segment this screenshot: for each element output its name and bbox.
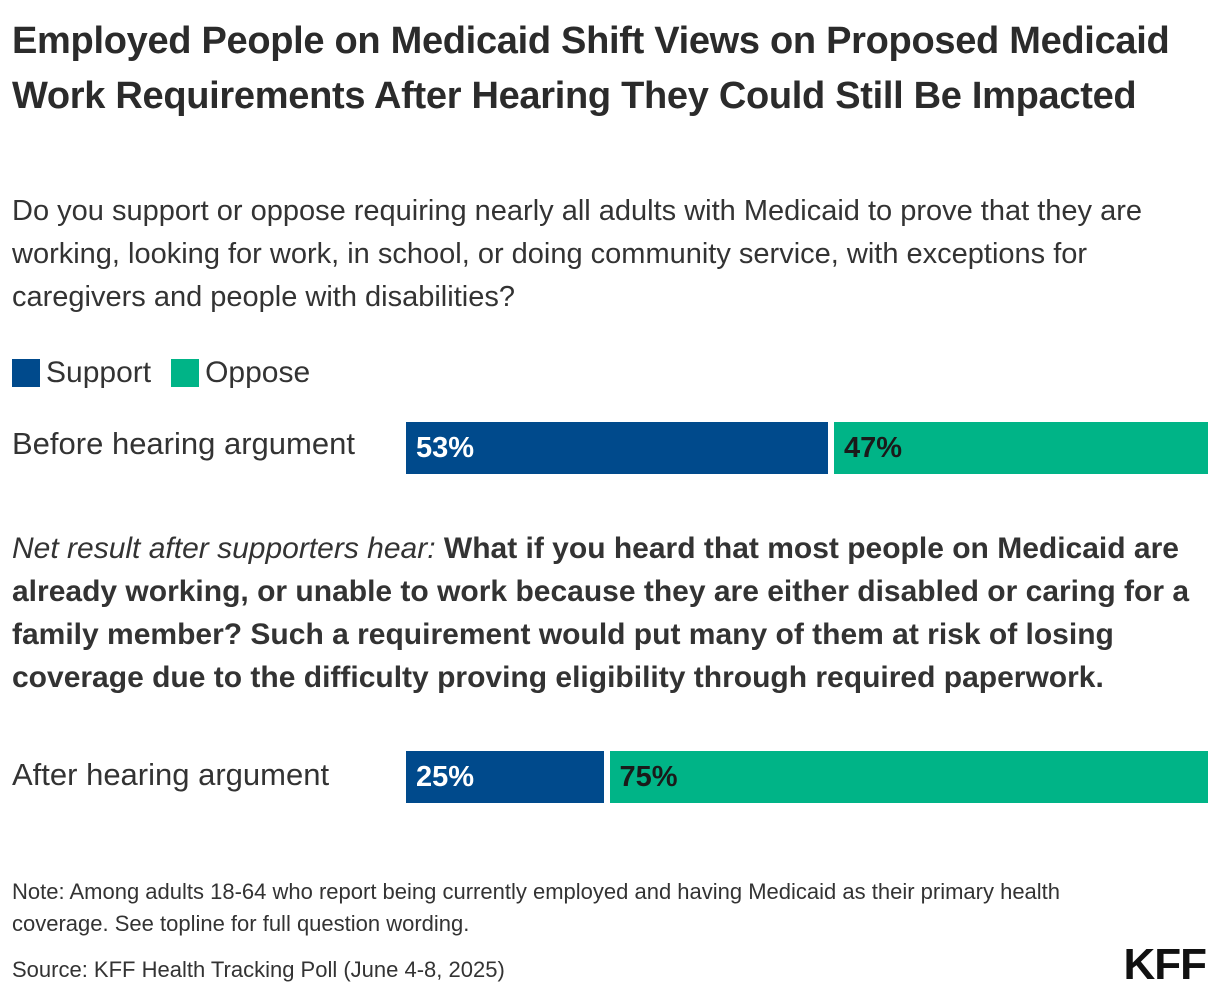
chart-source: Source: KFF Health Tracking Poll (June 4… bbox=[12, 957, 505, 982]
legend: Support Oppose bbox=[12, 353, 330, 393]
chart-note: Note: Among adults 18-64 who report bein… bbox=[12, 879, 1061, 936]
legend-label-support: Support bbox=[46, 356, 152, 389]
legend-swatch-oppose bbox=[171, 359, 200, 387]
data-label-oppose-after: 75% bbox=[619, 760, 678, 793]
legend-swatch-support bbox=[12, 359, 40, 387]
argument-lead: Net result after supporters hear: bbox=[12, 532, 436, 565]
bar-row-before: 53% 47% bbox=[406, 422, 1208, 474]
argument-body: What if you heard that most people on Me… bbox=[12, 532, 1190, 694]
category-label-after: After hearing argument bbox=[12, 757, 330, 792]
legend-item-oppose: Oppose bbox=[171, 356, 310, 390]
argument-text: Net result after supporters hear: What i… bbox=[12, 527, 1212, 699]
data-label-oppose-before: 47% bbox=[844, 431, 903, 464]
data-label-support-before: 53% bbox=[416, 431, 475, 464]
chart-title: Employed People on Medicaid Shift Views … bbox=[12, 20, 1170, 117]
bar-oppose-after: 75% bbox=[609, 751, 1208, 803]
bar-row-after: 25% 75% bbox=[406, 751, 1208, 803]
category-label-before: Before hearing argument bbox=[12, 426, 355, 461]
data-label-support-after: 25% bbox=[416, 760, 475, 793]
legend-item-support: Support bbox=[12, 356, 151, 390]
chart-subtitle: Do you support or oppose requiring nearl… bbox=[12, 195, 1143, 313]
bar-oppose-before: 47% bbox=[834, 422, 1208, 474]
bar-support-after: 25% bbox=[406, 751, 604, 803]
bar-support-before: 53% bbox=[406, 422, 829, 474]
legend-label-oppose: Oppose bbox=[205, 356, 311, 389]
kff-logo: KFF bbox=[1123, 940, 1207, 989]
